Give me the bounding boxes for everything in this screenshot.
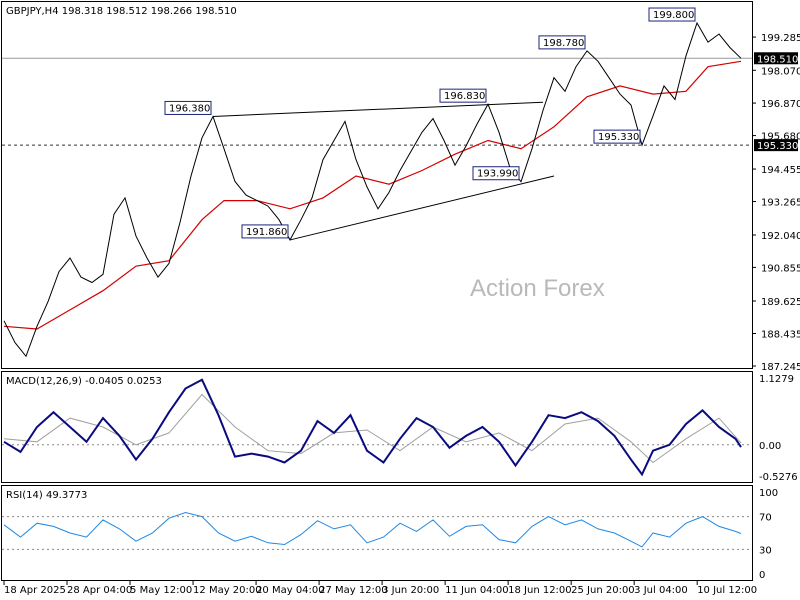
price-annotation-box bbox=[593, 129, 641, 144]
price-y-tick-label: 187.245 bbox=[761, 362, 800, 373]
price-panel bbox=[1, 1, 753, 369]
price-level-badge bbox=[754, 139, 798, 152]
price-tags: 196.380 196.830 191.860 193.990 198.780 195.3… bbox=[164, 7, 696, 239]
price-annotation-box bbox=[472, 166, 520, 181]
x-tick-label: 28 Apr 04:00 bbox=[67, 585, 132, 596]
x-tick-label: 5 May 12:00 bbox=[130, 585, 192, 596]
x-tick-label: 3 Jul 04:00 bbox=[634, 585, 688, 596]
x-tick-label: 11 Jun 04:00 bbox=[445, 585, 509, 596]
rsi-line bbox=[3, 511, 742, 548]
rsi-y-tick-label: 70 bbox=[759, 513, 772, 524]
price-y-tick-label: 190.855 bbox=[761, 263, 800, 274]
trendline bbox=[289, 175, 555, 241]
rsi-panel bbox=[1, 485, 753, 581]
rsi-panel-title: RSI(14) 49.3773 bbox=[6, 490, 87, 501]
price-annotation-box bbox=[164, 100, 212, 115]
macd-y-tick-label: -0.5276 bbox=[759, 472, 798, 483]
price-annotation-label: 198.780 bbox=[543, 38, 584, 49]
price-y-tick-label: 188.435 bbox=[761, 329, 800, 340]
macd-panel bbox=[1, 371, 753, 483]
price-annotation-label: 196.380 bbox=[169, 103, 210, 114]
macd-y-tick-label: 0.00 bbox=[759, 441, 781, 452]
price-y-tick-label: 189.625 bbox=[761, 297, 800, 308]
x-tick-label: 18 Jun 12:00 bbox=[508, 585, 572, 596]
macd-line bbox=[3, 378, 742, 477]
rsi-y-tick-label: 0 bbox=[759, 570, 765, 581]
price-y-tick-label: 194.455 bbox=[761, 165, 800, 176]
x-tick-label: 3 Jun 20:00 bbox=[382, 585, 439, 596]
x-tick-label: 27 May 12:00 bbox=[319, 585, 388, 596]
price-annotation-box bbox=[439, 88, 487, 103]
moving-average-line bbox=[3, 60, 742, 330]
price-y-tick-label: 198.070 bbox=[761, 66, 800, 77]
price-y-tick-label: 199.285 bbox=[761, 33, 800, 44]
watermark: Action Forex bbox=[470, 275, 605, 302]
price-annotation-label: 199.800 bbox=[653, 10, 694, 21]
price-annotation-label: 196.830 bbox=[444, 91, 485, 102]
macd-signal-line bbox=[3, 393, 742, 464]
price-level-label: 198.510 bbox=[757, 54, 798, 65]
price-annotation-box bbox=[538, 35, 586, 50]
rsi-y-axis: 100 70 30 0 bbox=[2, 488, 778, 581]
price-levels: 198.510 195.330 bbox=[2, 52, 798, 152]
price-annotation-box bbox=[241, 224, 289, 239]
price-annotation-label: 191.860 bbox=[246, 227, 287, 238]
x-tick-label: 10 Jul 12:00 bbox=[697, 585, 757, 596]
time-x-axis: 18 Apr 2025 28 Apr 04:005 May 12:00 12 May… bbox=[3, 581, 757, 596]
price-level-label: 195.330 bbox=[757, 141, 798, 152]
x-tick-label: 25 Jun 20:00 bbox=[571, 585, 635, 596]
price-annotation-label: 193.990 bbox=[477, 169, 518, 180]
price-plot bbox=[3, 21, 742, 358]
price-level-badge bbox=[754, 52, 798, 65]
price-line bbox=[3, 21, 742, 358]
macd-y-tick-label: 1.1279 bbox=[759, 374, 794, 385]
price-annotation-label: 195.330 bbox=[598, 132, 639, 143]
price-y-tick-label: 193.265 bbox=[761, 198, 800, 209]
macd-y-axis: 1.1279 0.00 -0.5276 bbox=[2, 374, 798, 483]
price-y-axis: 199.285 198.070 196.870 195.680 194.455 193.2… bbox=[752, 33, 800, 373]
rsi-y-tick-label: 30 bbox=[759, 545, 772, 556]
rsi-y-tick-label: 100 bbox=[759, 488, 778, 499]
x-tick-label: 12 May 20:00 bbox=[193, 585, 262, 596]
price-annotation-box bbox=[648, 7, 696, 22]
x-tick-label: 20 May 04:00 bbox=[256, 585, 325, 596]
rsi-plot bbox=[3, 511, 742, 548]
price-panel-title: GBPJPY,H4 198.318 198.512 198.266 198.51… bbox=[6, 6, 237, 17]
price-y-tick-label: 192.040 bbox=[761, 231, 800, 242]
macd-plot bbox=[3, 378, 742, 477]
price-y-tick-label: 195.680 bbox=[761, 132, 800, 143]
price-y-tick-label: 196.870 bbox=[761, 99, 800, 110]
x-tick-label: 18 Apr 2025 bbox=[4, 585, 66, 596]
macd-panel-title: MACD(12,26,9) -0.0405 0.0253 bbox=[6, 376, 162, 387]
